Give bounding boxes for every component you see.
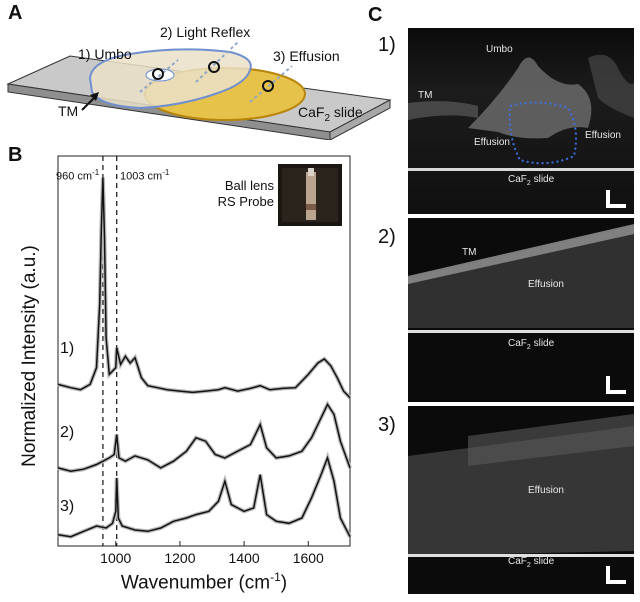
probe-label-line1: Ball lens — [224, 178, 274, 193]
oct2-tm-label: TM — [462, 247, 477, 258]
oct3-scalebar-horizontal — [606, 580, 626, 584]
spectrum-band-3 — [57, 451, 352, 539]
oct3-caf2-label: CaF2 slide — [508, 556, 555, 569]
probe-tip — [308, 168, 314, 176]
chart-frame — [57, 155, 351, 547]
spectrum-line-3 — [57, 455, 351, 538]
oct-effusion-texture — [408, 406, 634, 594]
oct1-scalebar-horizontal — [606, 204, 626, 208]
panel-a-letter: A — [8, 2, 23, 24]
x-tick-label-1400: 1400 — [229, 550, 260, 566]
probe-label-line2: RS Probe — [217, 194, 274, 209]
marker-1003-label: 1003 cm-1 — [120, 168, 170, 183]
scan-line-light-reflex — [195, 41, 239, 83]
panel-a-diagram — [6, 41, 392, 140]
label-umbo: 1) Umbo — [78, 46, 132, 62]
panel-c-letter: C — [368, 4, 383, 26]
label-effusion: 3) Effusion — [273, 48, 340, 64]
oct-umbo-texture — [408, 28, 634, 214]
x-tick-label-1200: 1200 — [164, 550, 195, 566]
effusion-outline — [508, 101, 577, 165]
spectrum-line-1 — [57, 177, 351, 399]
trace-label-3: 3) — [60, 498, 75, 515]
oct3-effusion-label: Effusion — [528, 485, 564, 496]
oct-image-umbo — [408, 28, 634, 214]
oct1-umbo-label: Umbo — [486, 44, 513, 55]
light-reflex-marker — [208, 61, 220, 73]
oct-light-reflex-texture — [408, 218, 634, 402]
tm-arrow-head — [90, 92, 99, 101]
oct-row-1-number: 1) — [378, 34, 396, 56]
oct-image-effusion — [408, 406, 634, 594]
oct1-tm-label: TM — [418, 90, 433, 101]
panel-b-letter: B — [8, 144, 23, 166]
label-tm: TM — [58, 103, 79, 119]
oct-image-light-reflex — [408, 218, 634, 402]
probe-band — [306, 204, 316, 210]
raman-spectra-chart: 1000 1200 1400 1600 — [57, 155, 352, 566]
oct2-scalebar-horizontal — [606, 390, 626, 394]
oct1-scalebar-vertical — [606, 190, 610, 208]
caf2-slide-edge — [329, 99, 391, 140]
oct1-effusion-left-label: Effusion — [474, 137, 510, 148]
effusion-marker — [262, 80, 274, 92]
trace-label-2: 2) — [60, 424, 75, 441]
scan-line-umbo — [139, 59, 179, 93]
trace-label-1: 1) — [60, 340, 75, 357]
marker-960-label: 960 cm-1 — [56, 168, 100, 183]
label-light-reflex: 2) Light Reflex — [160, 24, 251, 40]
y-axis-label: Normalized Intensity (a.u.) — [19, 245, 40, 467]
oct-row-3-number: 3) — [378, 414, 396, 436]
x-tick-label-1000: 1000 — [100, 550, 131, 566]
oct1-caf2-label: CaF2 slide — [508, 174, 555, 187]
x-axis-label: Wavenumber (cm-1) — [120, 570, 288, 594]
oct2-scalebar-vertical — [606, 376, 610, 394]
x-tick-label-1600: 1600 — [293, 550, 324, 566]
umbo-marker — [152, 68, 164, 80]
oct3-scalebar-vertical — [606, 566, 610, 584]
oct1-effusion-right-label: Effusion — [585, 130, 621, 141]
spectrum-line-2 — [57, 402, 351, 472]
oct-row-2-number: 2) — [378, 226, 396, 248]
probe-body — [306, 172, 316, 220]
oct2-caf2-label: CaF2 slide — [508, 338, 555, 351]
label-caf2-slide: CaF2 slide — [298, 104, 363, 124]
oct2-effusion-label: Effusion — [528, 279, 564, 290]
